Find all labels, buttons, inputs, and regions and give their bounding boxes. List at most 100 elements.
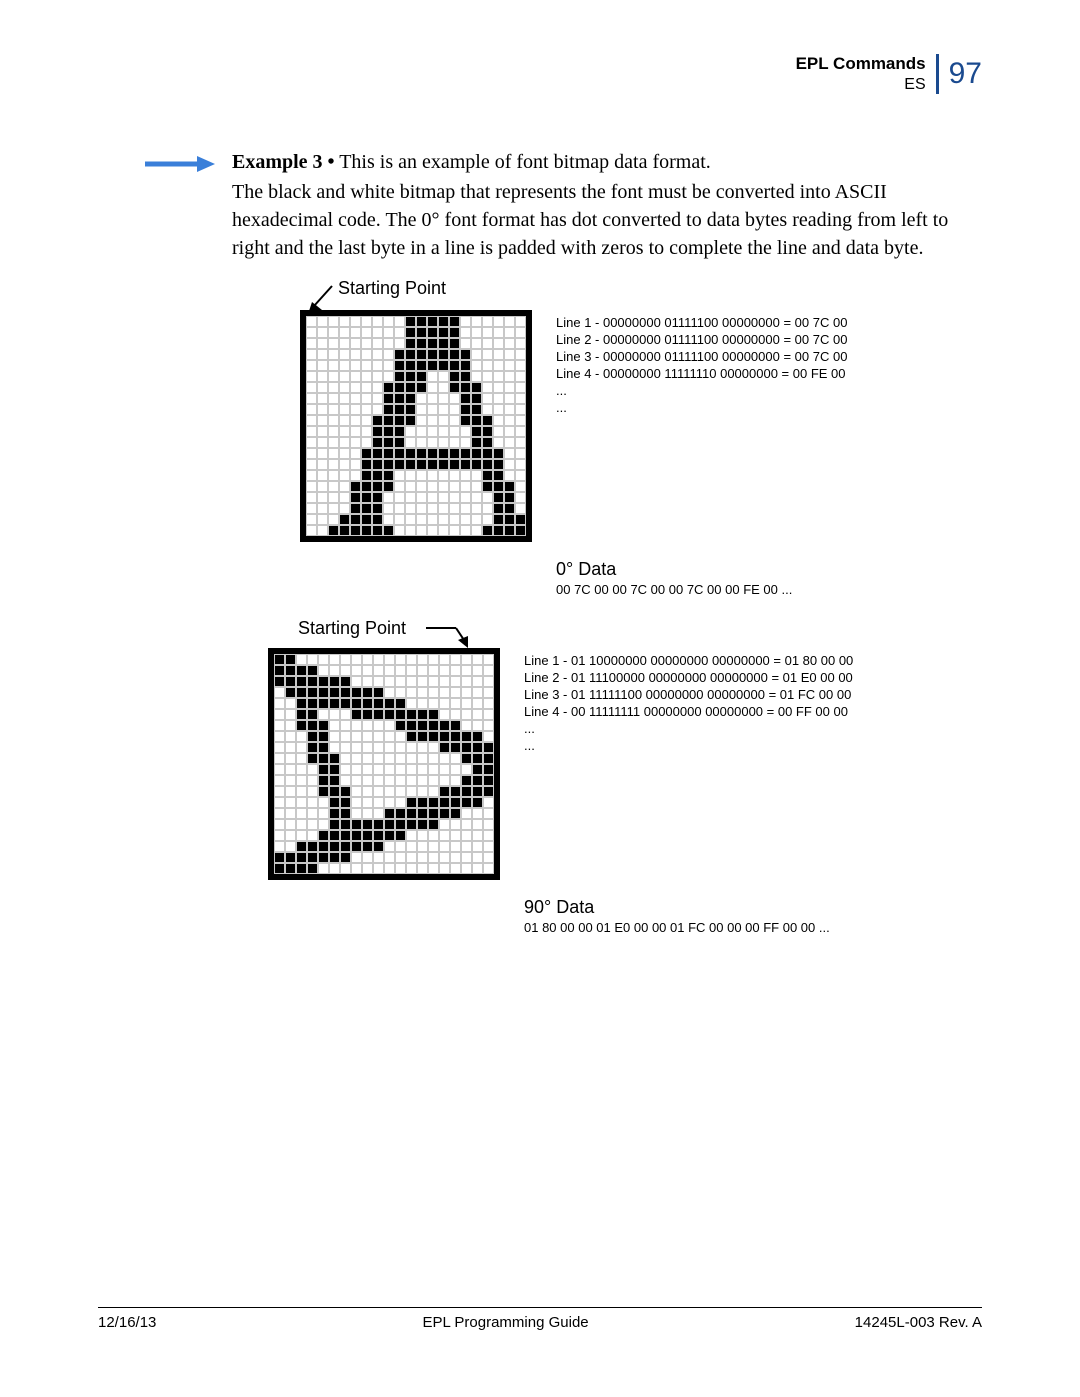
bitmap-cell (329, 753, 340, 764)
bitmap-cell (318, 786, 329, 797)
bitmap-cell (460, 404, 471, 415)
bitmap-cell (493, 481, 504, 492)
bitmap-cell (329, 775, 340, 786)
bitmap-cell (482, 393, 493, 404)
bitmap-cell (417, 654, 428, 665)
bitmap-cell (296, 797, 307, 808)
bitmap-cell (439, 819, 450, 830)
bitmap-cell (493, 437, 504, 448)
bitmap-cell (439, 841, 450, 852)
bitmap-cell (362, 830, 373, 841)
bitmap-cell (406, 819, 417, 830)
bitmap-cell (328, 371, 339, 382)
bitmap-cell (405, 492, 416, 503)
bitmap-cell (339, 459, 350, 470)
data-line: Line 3 - 01 11111100 00000000 00000000 =… (524, 686, 853, 703)
bitmap-cell (416, 492, 427, 503)
bitmap-cell (472, 665, 483, 676)
bitmap-cell (427, 404, 438, 415)
bitmap-cell (471, 426, 482, 437)
bitmap-cell (372, 360, 383, 371)
bitmap-cell (394, 514, 405, 525)
bitmap-cell (417, 687, 428, 698)
bitmap-cell (428, 786, 439, 797)
bitmap-cell (449, 382, 460, 393)
bitmap-cell (361, 503, 372, 514)
bitmap-cell (307, 676, 318, 687)
bitmap-cell (405, 437, 416, 448)
bitmap-cell (329, 731, 340, 742)
bitmap-cell (395, 720, 406, 731)
bitmap-cell (417, 797, 428, 808)
bitmap-cell (329, 819, 340, 830)
bitmap-cell (318, 753, 329, 764)
bitmap-cell (274, 830, 285, 841)
bitmap-cell (416, 503, 427, 514)
bitmap-cell (461, 786, 472, 797)
bitmap-cell (493, 349, 504, 360)
footer-right: 14245L-003 Rev. A (855, 1314, 982, 1331)
bitmap-cell (339, 382, 350, 393)
bitmap-cell (428, 720, 439, 731)
bitmap-cell (483, 698, 494, 709)
bitmap-cell (395, 775, 406, 786)
bitmap-cell (428, 731, 439, 742)
bitmap-cell (351, 819, 362, 830)
bitmap-cell (274, 863, 285, 874)
bitmap-cell (417, 808, 428, 819)
bitmap-cell (328, 492, 339, 503)
bitmap-cell (339, 404, 350, 415)
bitmap-cell (383, 448, 394, 459)
bitmap-cell (384, 852, 395, 863)
bitmap-cell (428, 808, 439, 819)
bitmap-cell (361, 327, 372, 338)
bitmap-cell (274, 665, 285, 676)
bitmap-cell (427, 437, 438, 448)
bitmap-cell (460, 525, 471, 536)
bitmap-cell (328, 514, 339, 525)
bitmap-cell (329, 665, 340, 676)
bitmap-cell (285, 863, 296, 874)
bitmap-cell (394, 360, 405, 371)
bitmap-cell (384, 830, 395, 841)
bitmap-cell (372, 470, 383, 481)
bitmap-cell (274, 731, 285, 742)
bitmap-cell (317, 514, 328, 525)
bitmap-cell (416, 393, 427, 404)
bitmap-cell (384, 863, 395, 874)
bitmap-cell (417, 819, 428, 830)
bitmap-cell (339, 327, 350, 338)
bitmap-cell (306, 349, 317, 360)
bitmap-cell (515, 393, 526, 404)
bitmap-cell (372, 338, 383, 349)
bitmap-cell (306, 448, 317, 459)
bitmap-cell (328, 316, 339, 327)
bitmap-cell (515, 360, 526, 371)
bitmap-cell (493, 316, 504, 327)
bitmap-cell (417, 665, 428, 676)
bitmap-cell (329, 863, 340, 874)
bitmap-cell (395, 808, 406, 819)
bitmap-cell (493, 448, 504, 459)
bitmap-cell (438, 492, 449, 503)
bitmap-cell (472, 698, 483, 709)
bitmap-cell (362, 841, 373, 852)
bitmap-cell (406, 852, 417, 863)
bitmap-cell (329, 786, 340, 797)
bitmap-cell (306, 437, 317, 448)
bitmap-cell (328, 393, 339, 404)
bitmap-cell (384, 676, 395, 687)
bitmap-cell (307, 665, 318, 676)
bitmap-cell (450, 753, 461, 764)
bitmap-cell (340, 665, 351, 676)
example-text: This is an example of font bitmap data f… (339, 151, 711, 173)
bitmap-cell (362, 775, 373, 786)
bitmap-cell (427, 360, 438, 371)
bitmap-cell (394, 459, 405, 470)
bitmap-cell (493, 459, 504, 470)
bitmap-cell (373, 797, 384, 808)
bitmap-cell (450, 852, 461, 863)
bitmap-cell (362, 753, 373, 764)
bitmap-cell (427, 470, 438, 481)
bitmap-cell (482, 415, 493, 426)
